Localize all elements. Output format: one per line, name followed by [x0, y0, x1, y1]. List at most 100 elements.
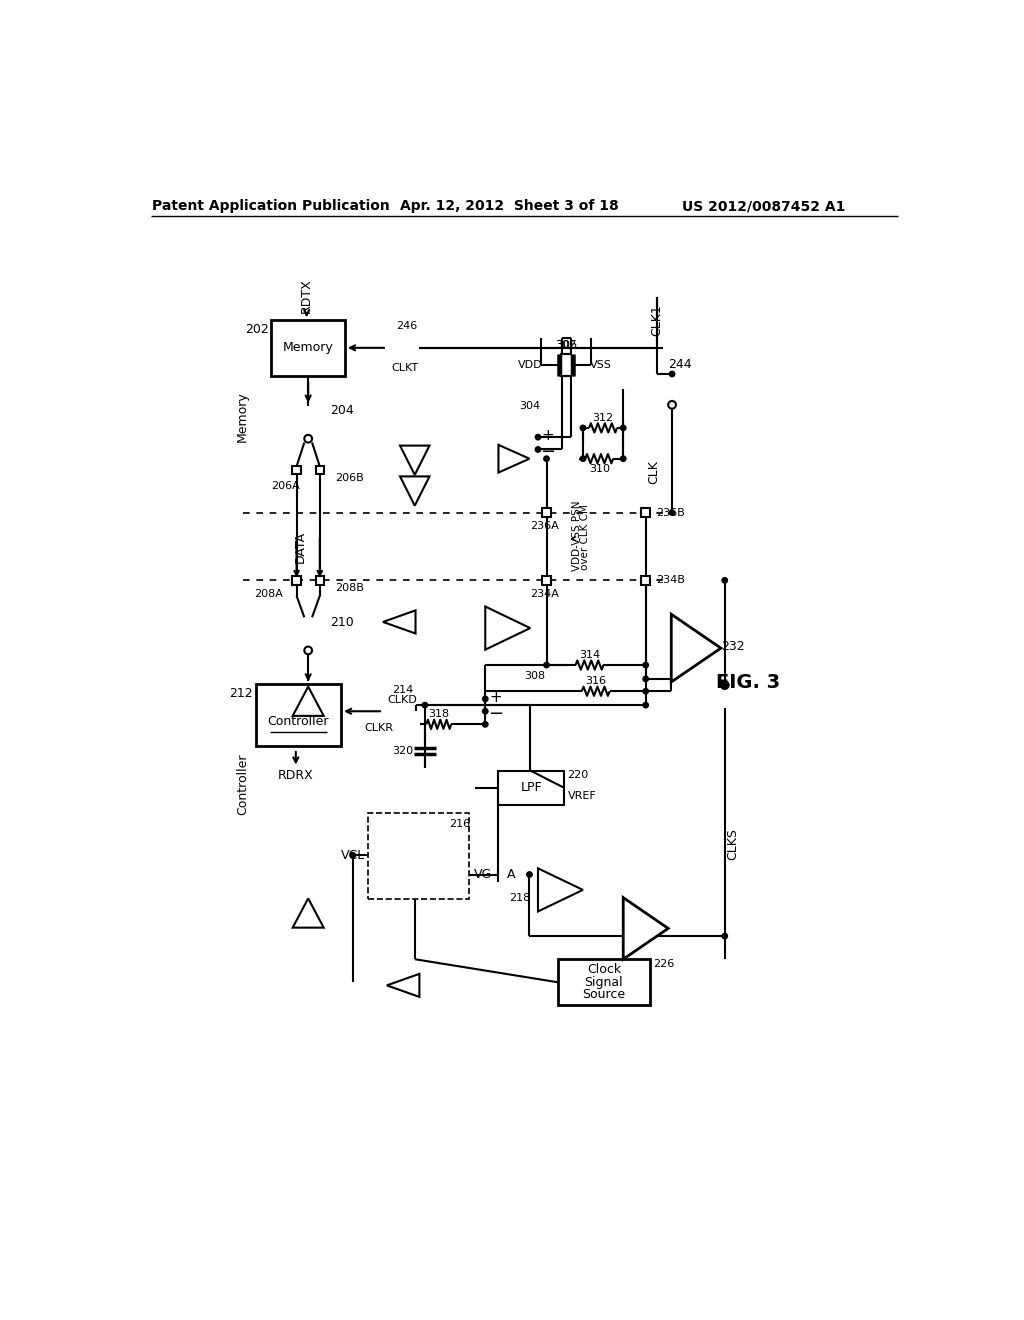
Bar [558, 960, 649, 1006]
Text: over CLK CM: over CLK CM [581, 504, 590, 570]
Text: 310: 310 [589, 463, 609, 474]
Text: CLKD: CLKD [387, 696, 417, 705]
Text: 304: 304 [519, 401, 540, 412]
Text: VG: VG [474, 869, 493, 880]
Circle shape [669, 401, 676, 409]
Text: 236A: 236A [530, 521, 559, 532]
Text: VCL: VCL [341, 849, 365, 862]
Text: FIG. 3: FIG. 3 [716, 672, 780, 692]
Circle shape [536, 434, 541, 440]
Polygon shape [485, 607, 530, 649]
Text: 210: 210 [330, 616, 353, 630]
Circle shape [544, 663, 549, 668]
Text: Signal: Signal [585, 975, 624, 989]
Circle shape [482, 709, 488, 714]
Text: 306: 306 [556, 339, 578, 350]
Polygon shape [383, 610, 416, 634]
Polygon shape [538, 869, 583, 911]
Text: 234B: 234B [656, 576, 685, 585]
Bar [256, 684, 341, 746]
Circle shape [643, 663, 648, 668]
Circle shape [643, 676, 648, 681]
Text: LPF: LPF [520, 781, 542, 795]
Text: 208B: 208B [335, 583, 365, 593]
Circle shape [422, 702, 428, 708]
Text: CLKS: CLKS [726, 828, 739, 859]
Text: 216: 216 [450, 818, 470, 829]
Circle shape [304, 434, 312, 442]
Text: VDD: VDD [518, 360, 543, 370]
Polygon shape [400, 446, 429, 475]
Circle shape [482, 722, 488, 727]
Bar [641, 576, 650, 585]
Text: Controller: Controller [237, 754, 249, 816]
Text: 246: 246 [396, 321, 418, 331]
Text: 232: 232 [722, 640, 745, 653]
Circle shape [544, 455, 549, 462]
Circle shape [722, 578, 727, 583]
Circle shape [304, 647, 312, 655]
Polygon shape [499, 445, 529, 473]
Circle shape [621, 425, 626, 430]
Text: 320: 320 [392, 746, 414, 756]
Bar [315, 576, 324, 585]
Text: VREF: VREF [567, 791, 596, 800]
Polygon shape [293, 686, 324, 715]
Circle shape [721, 681, 729, 689]
Circle shape [536, 446, 541, 453]
Circle shape [621, 455, 626, 462]
Text: Memory: Memory [237, 391, 249, 442]
Bar [315, 466, 324, 474]
Circle shape [722, 933, 727, 939]
Text: RDRX: RDRX [278, 768, 313, 781]
Text: 244: 244 [668, 358, 691, 371]
Polygon shape [400, 477, 429, 506]
Text: −: − [541, 442, 556, 461]
Bar [369, 813, 469, 899]
Text: A: A [507, 869, 516, 880]
Polygon shape [293, 899, 324, 928]
Text: Clock: Clock [587, 964, 621, 977]
Text: 208A: 208A [254, 589, 283, 599]
Text: CLK1: CLK1 [650, 304, 664, 337]
Text: RDTX: RDTX [300, 279, 313, 313]
Circle shape [581, 455, 586, 462]
Circle shape [722, 682, 727, 688]
Bar [543, 508, 551, 517]
Text: Source: Source [583, 989, 626, 1001]
Text: VDD-VSS PSN: VDD-VSS PSN [572, 500, 583, 572]
Text: 234A: 234A [530, 589, 559, 599]
Circle shape [670, 371, 675, 376]
Text: 226: 226 [652, 958, 674, 969]
Text: 302: 302 [555, 339, 577, 350]
Text: Apr. 12, 2012  Sheet 3 of 18: Apr. 12, 2012 Sheet 3 of 18 [400, 199, 618, 213]
Text: CLKR: CLKR [365, 723, 393, 733]
Circle shape [526, 871, 532, 878]
Text: CLK: CLK [647, 459, 659, 483]
Polygon shape [624, 898, 669, 960]
Bar [292, 466, 301, 474]
Circle shape [670, 510, 675, 515]
Polygon shape [387, 974, 420, 997]
Circle shape [643, 689, 648, 694]
Text: 218: 218 [510, 892, 530, 903]
Bar [543, 576, 551, 585]
Circle shape [350, 853, 355, 858]
Text: 212: 212 [229, 688, 253, 701]
Text: Memory: Memory [283, 342, 334, 354]
Text: 236B: 236B [656, 508, 685, 517]
Text: 314: 314 [579, 649, 600, 660]
Text: US 2012/0087452 A1: US 2012/0087452 A1 [682, 199, 845, 213]
Circle shape [643, 702, 648, 708]
Bar [292, 576, 301, 585]
Text: Controller: Controller [267, 714, 330, 727]
Circle shape [581, 425, 586, 430]
Text: Patent Application Publication: Patent Application Publication [153, 199, 390, 213]
Text: 316: 316 [585, 676, 606, 686]
Text: VSS: VSS [590, 360, 611, 370]
Text: 308: 308 [524, 671, 546, 681]
Circle shape [482, 696, 488, 702]
Polygon shape [672, 614, 721, 682]
Bar [271, 321, 345, 376]
Text: 206B: 206B [335, 473, 365, 483]
